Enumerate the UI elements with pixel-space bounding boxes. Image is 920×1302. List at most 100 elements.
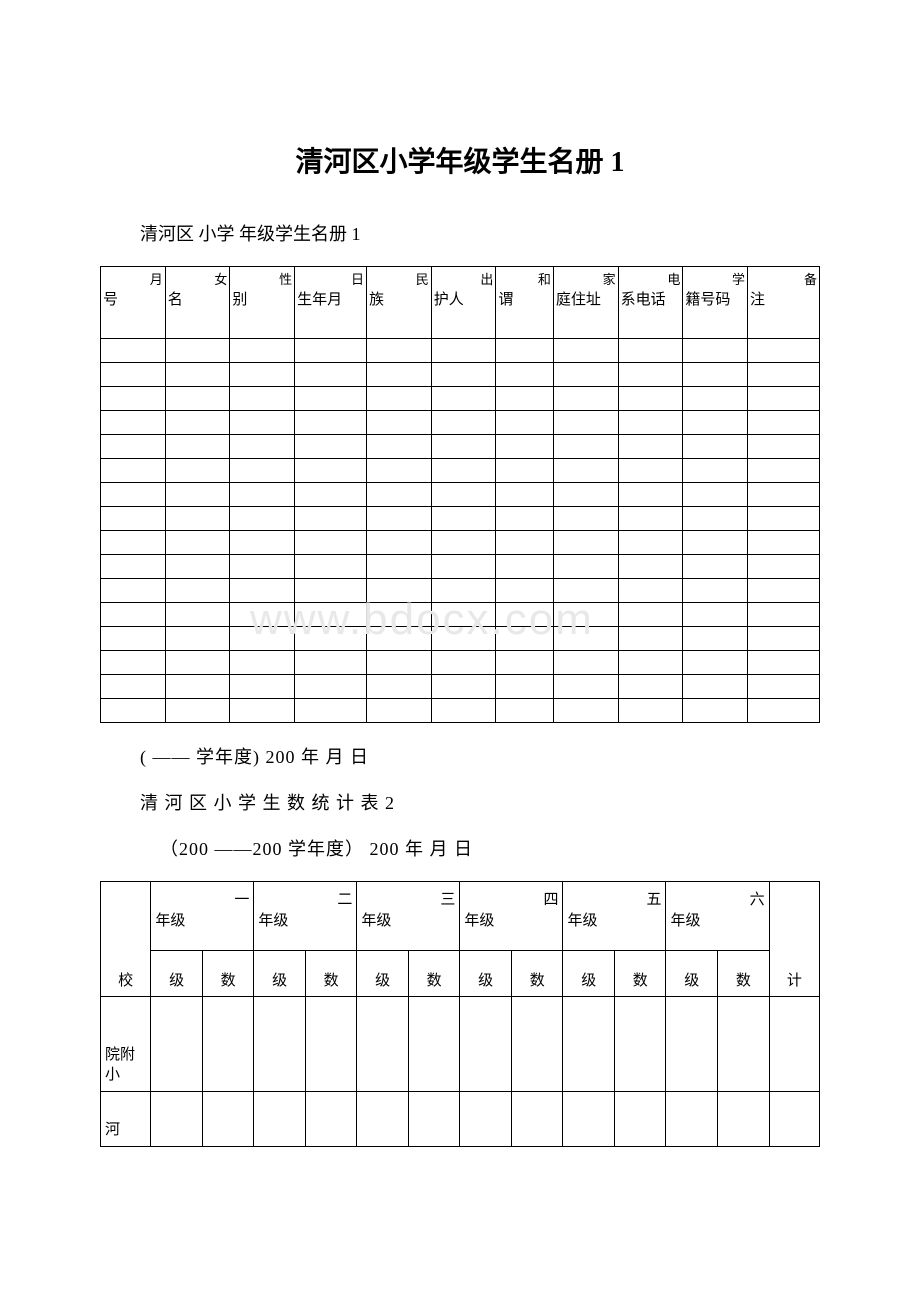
table-cell xyxy=(431,555,496,579)
table2-cell xyxy=(718,997,770,1092)
table2-cell xyxy=(460,1092,512,1147)
table-row xyxy=(101,531,820,555)
table-cell xyxy=(683,531,748,555)
table-cell xyxy=(431,651,496,675)
table-cell xyxy=(165,603,230,627)
header-main-label: 庭住址 xyxy=(556,291,616,311)
table-cell xyxy=(165,531,230,555)
table-cell xyxy=(748,651,820,675)
date-line-2: （200 ——200 学年度） 200 年 月 日 xyxy=(160,835,820,861)
table1-col-header: 日生年月 xyxy=(295,267,367,339)
table-row xyxy=(101,459,820,483)
header-top-char: 性 xyxy=(279,269,292,288)
table1-col-header: 备注 xyxy=(748,267,820,339)
table-cell xyxy=(618,627,683,651)
table2-data-row: 院附小 xyxy=(101,997,820,1092)
table-cell xyxy=(748,675,820,699)
table-cell xyxy=(230,627,295,651)
table1-body xyxy=(101,339,820,723)
table1-col-header: 民族 xyxy=(367,267,432,339)
table-cell xyxy=(367,387,432,411)
table1-col-header: 家庭住址 xyxy=(553,267,618,339)
table-cell xyxy=(553,579,618,603)
table-cell xyxy=(553,627,618,651)
table-cell xyxy=(101,363,166,387)
table-cell xyxy=(431,435,496,459)
table2-cell xyxy=(357,997,409,1092)
school-name-cell: 院附小 xyxy=(101,997,151,1092)
table-cell xyxy=(295,411,367,435)
table-cell xyxy=(101,339,166,363)
table-cell xyxy=(101,507,166,531)
header-main-label: 系电话 xyxy=(621,291,681,311)
subheader-count: 数 xyxy=(305,951,357,997)
table-cell xyxy=(618,435,683,459)
table-cell xyxy=(367,699,432,723)
table-row xyxy=(101,483,820,507)
table-cell xyxy=(165,339,230,363)
table-cell xyxy=(553,363,618,387)
table-cell xyxy=(101,555,166,579)
table-cell xyxy=(683,675,748,699)
table-cell xyxy=(618,675,683,699)
table-cell xyxy=(618,339,683,363)
table-cell xyxy=(553,435,618,459)
table-cell xyxy=(367,675,432,699)
table-cell xyxy=(683,459,748,483)
table-cell xyxy=(165,435,230,459)
table-cell xyxy=(618,555,683,579)
table-cell xyxy=(748,483,820,507)
table-cell xyxy=(230,507,295,531)
table2-cell xyxy=(305,997,357,1092)
table-cell xyxy=(230,675,295,699)
table-cell xyxy=(683,507,748,531)
table-cell xyxy=(496,483,554,507)
table-cell xyxy=(431,579,496,603)
table1-header-row: 月号女名性别日生年月民族出护人和谓家庭住址电系电话学籍号码备注 xyxy=(101,267,820,339)
table-row xyxy=(101,579,820,603)
table-cell xyxy=(367,411,432,435)
table2-cell xyxy=(511,1092,563,1147)
table-cell xyxy=(748,459,820,483)
main-title: 清河区小学年级学生名册 1 xyxy=(100,140,820,180)
table-cell xyxy=(165,459,230,483)
table-cell xyxy=(748,387,820,411)
table-cell xyxy=(101,603,166,627)
table-cell xyxy=(683,627,748,651)
table-cell xyxy=(618,579,683,603)
header-main-label: 别 xyxy=(232,291,292,311)
table2-cell xyxy=(563,1092,615,1147)
subheader-count: 数 xyxy=(718,951,770,997)
header-main-label: 族 xyxy=(369,291,429,311)
table-row xyxy=(101,675,820,699)
subheader-class: 级 xyxy=(357,951,409,997)
table-cell xyxy=(496,627,554,651)
table-cell xyxy=(618,411,683,435)
table-cell xyxy=(496,411,554,435)
table-cell xyxy=(496,507,554,531)
table-row xyxy=(101,435,820,459)
table-cell xyxy=(230,459,295,483)
table-cell xyxy=(295,459,367,483)
table-cell xyxy=(165,387,230,411)
table-row xyxy=(101,627,820,651)
table-cell xyxy=(553,483,618,507)
table-cell xyxy=(748,699,820,723)
table2-cell xyxy=(254,1092,306,1147)
table2-cell xyxy=(666,997,718,1092)
subheader-count: 数 xyxy=(511,951,563,997)
table1-col-header: 女名 xyxy=(165,267,230,339)
table-cell xyxy=(748,339,820,363)
grade-header: 一年级 xyxy=(151,882,254,951)
grade-header: 六年级 xyxy=(666,882,769,951)
table-cell xyxy=(618,459,683,483)
table-cell xyxy=(367,459,432,483)
table-cell xyxy=(165,555,230,579)
table-cell xyxy=(101,699,166,723)
table-cell xyxy=(553,459,618,483)
table-cell xyxy=(683,579,748,603)
table-cell xyxy=(431,363,496,387)
table-cell xyxy=(618,507,683,531)
table-cell xyxy=(367,579,432,603)
table2-cell xyxy=(408,997,460,1092)
